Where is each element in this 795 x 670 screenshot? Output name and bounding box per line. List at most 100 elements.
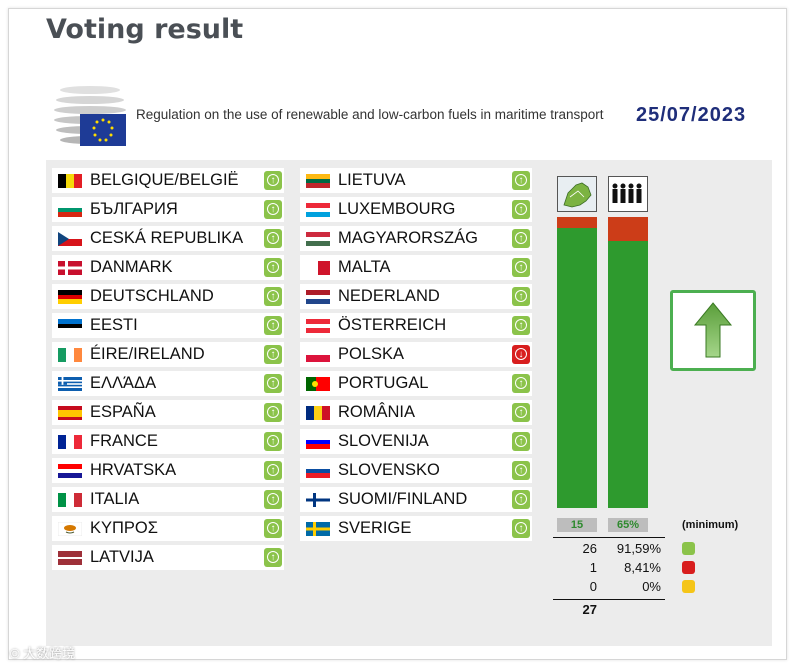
vote-yes-icon <box>682 542 695 555</box>
vote-yes-icon: ↑ <box>512 519 530 538</box>
country-name: SVERIGE <box>338 519 412 537</box>
abstain-icon <box>682 580 695 593</box>
minimum-label: (minimum) <box>682 519 739 531</box>
country-name: DEUTSCHLAND <box>90 287 214 305</box>
vote-yes-icon: ↑ <box>512 374 530 393</box>
page-title: Voting result <box>46 14 244 45</box>
population-people-icon <box>608 176 648 212</box>
country-row: SLOVENSKO ↑ <box>300 458 532 483</box>
vote-yes-icon: ↑ <box>512 461 530 480</box>
flag-icon <box>58 551 82 565</box>
country-row: ESPAÑA ↑ <box>52 400 284 425</box>
country-name: ΚΥΠΡΟΣ <box>90 519 158 537</box>
flag-icon <box>58 174 82 188</box>
country-name: SLOVENIJA <box>338 432 429 450</box>
vote-yes-icon: ↑ <box>512 490 530 509</box>
country-name: БЪЛГАРИЯ <box>90 200 178 218</box>
flag-icon <box>58 261 82 275</box>
vote-yes-icon: ↑ <box>264 461 282 480</box>
country-row: LIETUVA ↑ <box>300 168 532 193</box>
flag-icon <box>306 348 330 362</box>
country-name: ÉIRE/IRELAND <box>90 345 205 363</box>
vote-yes-icon: ↑ <box>264 345 282 364</box>
flag-icon <box>58 290 82 304</box>
country-name: ROMÂNIA <box>338 403 416 421</box>
header: Regulation on the use of renewable and l… <box>50 80 770 150</box>
flag-icon <box>58 493 82 507</box>
country-row: LUXEMBOURG ↑ <box>300 197 532 222</box>
threshold-population: 65% <box>608 518 648 532</box>
country-row: MALTA ↑ <box>300 255 532 280</box>
flag-icon <box>58 377 82 391</box>
country-name: CESKÁ REPUBLIKA <box>90 229 244 247</box>
country-name: BELGIQUE/BELGIË <box>90 171 239 189</box>
country-name: SLOVENSKO <box>338 461 440 479</box>
country-row: HRVATSKA ↑ <box>52 458 284 483</box>
country-row: MAGYARORSZÁG ↑ <box>300 226 532 251</box>
adopted-up-arrow-icon <box>670 290 756 371</box>
population-bar <box>608 217 648 508</box>
country-name: ESPAÑA <box>90 403 156 421</box>
vote-yes-icon: ↑ <box>264 200 282 219</box>
vote-no-icon: ↓ <box>512 345 530 364</box>
stat-percent: 91,59% <box>616 541 661 556</box>
vote-yes-icon: ↑ <box>264 374 282 393</box>
stat-count: 0 <box>589 579 597 594</box>
country-name: ÖSTERREICH <box>338 316 447 334</box>
stat-row-no: 1 8,41% <box>553 560 703 578</box>
watermark: © 大数跨境 <box>10 646 76 661</box>
country-row: PORTUGAL ↑ <box>300 371 532 396</box>
country-name: SUOMI/FINLAND <box>338 490 468 508</box>
council-building-eu-flag-icon <box>50 80 130 148</box>
country-row: SLOVENIJA ↑ <box>300 429 532 454</box>
country-name: POLSKA <box>338 345 405 363</box>
country-name: FRANCE <box>90 432 158 450</box>
vote-yes-icon: ↑ <box>264 171 282 190</box>
vote-yes-icon: ↑ <box>264 490 282 509</box>
country-row: EESTI ↑ <box>52 313 284 338</box>
flag-icon <box>58 319 82 333</box>
stat-percent: 0% <box>642 579 661 594</box>
flag-icon <box>306 406 330 420</box>
stat-row-abs: 0 0% <box>553 579 703 597</box>
flag-icon <box>58 435 82 449</box>
population-against-segment <box>608 217 648 242</box>
stat-count: 26 <box>582 541 597 556</box>
flag-icon <box>58 406 82 420</box>
flag-icon <box>306 290 330 304</box>
country-name: LIETUVA <box>338 171 406 189</box>
country-name: MALTA <box>338 258 391 276</box>
vote-date: 25/07/2023 <box>636 104 747 126</box>
vote-yes-icon: ↑ <box>512 171 530 190</box>
stat-row-yes: 26 91,59% <box>553 541 703 559</box>
vote-yes-icon: ↑ <box>512 287 530 306</box>
flag-icon <box>58 522 82 536</box>
stats-bottom-rule <box>553 599 665 600</box>
country-row: ÖSTERREICH ↑ <box>300 313 532 338</box>
vote-yes-icon: ↑ <box>264 432 282 451</box>
country-name: DANMARK <box>90 258 173 276</box>
country-row: DEUTSCHLAND ↑ <box>52 284 284 309</box>
flag-icon <box>58 464 82 478</box>
flag-icon <box>306 464 330 478</box>
country-name: HRVATSKA <box>90 461 177 479</box>
flag-icon <box>306 377 330 391</box>
country-row: SVERIGE ↑ <box>300 516 532 541</box>
stat-percent: 8,41% <box>624 560 661 575</box>
country-name: EESTI <box>90 316 138 334</box>
country-name: ITALIA <box>90 490 140 508</box>
country-row: ÉIRE/IRELAND ↑ <box>52 342 284 367</box>
flag-icon <box>306 232 330 246</box>
country-row: ΕΛΛΆΔΑ ↑ <box>52 371 284 396</box>
vote-yes-icon: ↑ <box>264 519 282 538</box>
flag-icon <box>306 261 330 275</box>
flag-icon <box>306 522 330 536</box>
threshold-states: 15 <box>557 518 597 532</box>
vote-yes-icon: ↑ <box>264 258 282 277</box>
flag-icon <box>306 435 330 449</box>
country-row: БЪЛГАРИЯ ↑ <box>52 197 284 222</box>
country-row: ROMÂNIA ↑ <box>300 400 532 425</box>
total-row: 27 <box>553 602 597 620</box>
regulation-title: Regulation on the use of renewable and l… <box>136 107 604 122</box>
country-name: NEDERLAND <box>338 287 440 305</box>
